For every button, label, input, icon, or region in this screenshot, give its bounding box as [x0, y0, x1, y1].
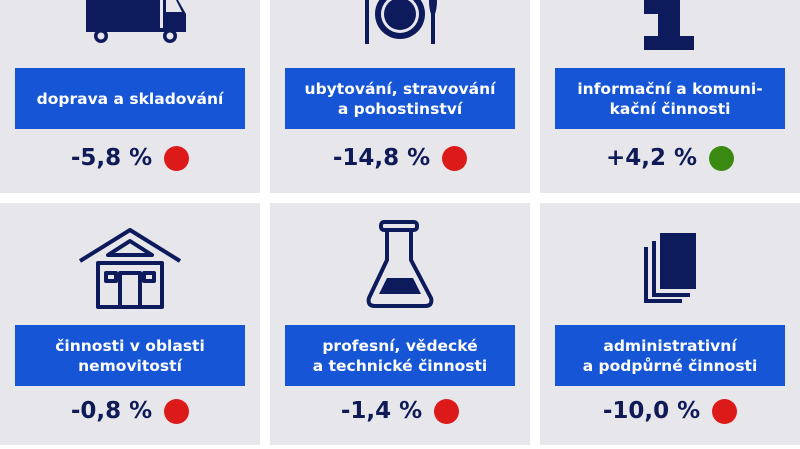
label-line: profesní, vědecké — [322, 336, 478, 355]
change-value: -14,8 % — [332, 145, 431, 171]
label-line: informační a komuni- — [577, 79, 763, 98]
change-value: -5,8 % — [70, 145, 153, 171]
info-i-icon — [540, 0, 800, 50]
category-label: informační a komuni- kační činnosti — [555, 68, 785, 129]
negative-indicator-icon — [442, 145, 468, 171]
negative-indicator-icon — [164, 145, 190, 171]
value-row: -0,8 % — [0, 398, 260, 424]
category-label: profesní, vědecké a technické činnosti — [285, 325, 515, 386]
positive-indicator-icon — [709, 145, 735, 171]
label-line: ubytování, stravování — [304, 79, 496, 98]
flask-icon — [270, 220, 530, 310]
tile-ubytovani: ubytování, stravování a pohostinství -14… — [270, 0, 530, 193]
tile-informacni: informační a komuni- kační činnosti +4,2… — [540, 0, 800, 193]
label-line: a podpůrné činnosti — [582, 356, 758, 375]
change-value: -1,4 % — [340, 398, 423, 424]
tile-doprava: doprava a skladování -5,8 % — [0, 0, 260, 193]
change-value: -0,8 % — [70, 398, 153, 424]
label-line: činnosti v oblasti — [55, 336, 205, 355]
label-line: nemovitostí — [78, 356, 182, 375]
value-row: -10,0 % — [540, 398, 800, 424]
value-row: +4,2 % — [540, 145, 800, 171]
documents-icon — [540, 233, 800, 303]
value-row: -1,4 % — [270, 398, 530, 424]
value-row: -14,8 % — [270, 145, 530, 171]
label-line: doprava a skladování — [36, 89, 224, 108]
label-line: a pohostinství — [337, 99, 463, 118]
tile-administrativni: administrativní a podpůrné činnosti -10,… — [540, 203, 800, 445]
category-label: ubytování, stravování a pohostinství — [285, 68, 515, 129]
label-line: administrativní — [603, 336, 737, 355]
category-label: administrativní a podpůrné činnosti — [555, 325, 785, 386]
negative-indicator-icon — [434, 398, 460, 424]
negative-indicator-icon — [712, 398, 738, 424]
truck-icon — [0, 0, 260, 46]
house-icon — [0, 227, 260, 309]
change-value: -10,0 % — [602, 398, 701, 424]
negative-indicator-icon — [164, 398, 190, 424]
label-line: a technické činnosti — [312, 356, 488, 375]
value-row: -5,8 % — [0, 145, 260, 171]
plate-cutlery-icon — [270, 0, 530, 46]
label-line: kační činnosti — [609, 99, 731, 118]
category-label: činnosti v oblasti nemovitostí — [15, 325, 245, 386]
tile-nemovitosti: činnosti v oblasti nemovitostí -0,8 % — [0, 203, 260, 445]
tile-profesni: profesní, vědecké a technické činnosti -… — [270, 203, 530, 445]
change-value: +4,2 % — [605, 145, 698, 171]
category-label: doprava a skladování — [15, 68, 245, 129]
